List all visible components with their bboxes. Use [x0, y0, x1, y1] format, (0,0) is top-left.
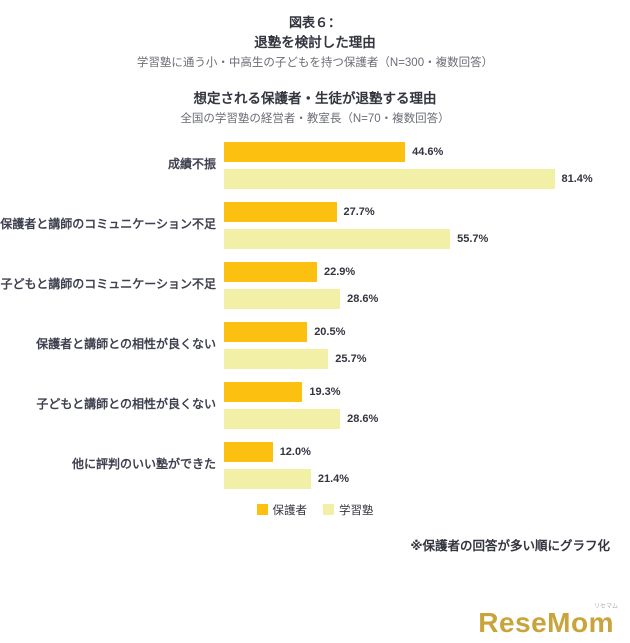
bar-line: 21.4%	[224, 468, 630, 489]
category-label: 他に評判のいい塾ができた	[71, 457, 216, 472]
legend-swatch	[256, 504, 268, 516]
bar-series-1	[224, 168, 555, 189]
bar-series-0	[224, 261, 317, 282]
bar-line: 55.7%	[224, 228, 630, 249]
legend-item-0: 保護者	[256, 502, 308, 518]
bar-value-label: 12.0%	[279, 445, 311, 458]
chart-legend: 保護者 学習塾	[0, 502, 630, 518]
bar-value-label: 19.3%	[309, 385, 341, 398]
bar-series-1	[224, 468, 311, 489]
legend-label: 保護者	[272, 504, 308, 517]
bar-line: 12.0%	[224, 441, 630, 462]
chart-row: 子どもと講師のコミュニケーション不足 22.9% 28.6%	[0, 261, 630, 309]
bar-series-0	[224, 441, 273, 462]
header: 図表６： 退塾を検討した理由 学習塾に通う小・中高生の子どもを持つ保護者（N=3…	[0, 13, 630, 72]
bar-value-label: 44.6%	[412, 145, 444, 158]
bar-value-label: 55.7%	[457, 232, 489, 245]
figure-number-label: 図表６：	[288, 15, 341, 30]
chart-subtitle-2: 全国の学習塾の経営者・教室長（N=70・複数回答）	[180, 113, 450, 126]
bar-series-0	[224, 381, 303, 402]
bar-line: 25.7%	[224, 348, 630, 369]
chart-row: 成績不振 44.6% 81.4%	[0, 141, 630, 189]
bar-chart: 成績不振 44.6% 81.4% 保護者と講師のコミュニケーション不足 27.7% 55.…	[0, 141, 630, 518]
chart-title: 退塾を検討した理由	[254, 35, 376, 51]
category-label: 成績不振	[167, 157, 216, 172]
chart-title-2: 想定される保護者・生徒が退塾する理由	[193, 91, 437, 107]
bar-value-label: 20.5%	[314, 325, 346, 338]
bar-series-0	[224, 321, 308, 342]
bar-value-label: 27.7%	[343, 205, 375, 218]
bar-series-1	[224, 288, 341, 309]
chart-row: 保護者と講師との相性が良くない 20.5% 25.7%	[0, 321, 630, 369]
category-label: 保護者と講師との相性が良くない	[36, 337, 216, 352]
bar-pair: 27.7% 55.7%	[224, 201, 630, 249]
chart-row: 保護者と講師のコミュニケーション不足 27.7% 55.7%	[0, 201, 630, 249]
bar-pair: 12.0% 21.4%	[224, 441, 630, 489]
second-header: 想定される保護者・生徒が退塾する理由 全国の学習塾の経営者・教室長（N=70・複…	[0, 89, 630, 128]
bar-pair: 20.5% 25.7%	[224, 321, 630, 369]
bar-line: 44.6%	[224, 141, 630, 162]
footnote: ※保護者の回答が多い順にグラフ化	[410, 538, 610, 553]
bar-pair: 22.9% 28.6%	[224, 261, 630, 309]
bar-value-label: 22.9%	[324, 265, 356, 278]
bar-line: 81.4%	[224, 168, 630, 189]
category-label: 保護者と講師のコミュニケーション不足	[0, 217, 216, 232]
bar-series-1	[224, 348, 329, 369]
bar-line: 20.5%	[224, 321, 630, 342]
bar-value-label: 28.6%	[347, 292, 379, 305]
chart-rows: 成績不振 44.6% 81.4% 保護者と講師のコミュニケーション不足 27.7% 55.…	[0, 141, 630, 489]
bar-series-0	[224, 201, 337, 222]
resemom-logo: ReseMom リセマム	[478, 604, 618, 638]
resemom-logo-katakana: リセマム	[593, 604, 618, 610]
bar-series-1	[224, 228, 451, 249]
bar-line: 27.7%	[224, 201, 630, 222]
bar-line: 19.3%	[224, 381, 630, 402]
bar-line: 22.9%	[224, 261, 630, 282]
chart-row: 他に評判のいい塾ができた 12.0% 21.4%	[0, 441, 630, 489]
bar-value-label: 28.6%	[347, 412, 379, 425]
bar-series-0	[224, 141, 406, 162]
bar-series-1	[224, 408, 341, 429]
legend-item-1: 学習塾	[323, 502, 374, 518]
resemom-logo-text: ReseMom	[478, 607, 614, 638]
bar-pair: 44.6% 81.4%	[224, 141, 630, 189]
category-label: 子どもと講師のコミュニケーション不足	[0, 277, 216, 292]
legend-swatch	[323, 504, 334, 516]
bar-value-label: 21.4%	[317, 472, 350, 485]
bar-pair: 19.3% 28.6%	[224, 381, 630, 429]
bar-line: 28.6%	[224, 288, 630, 309]
bar-line: 28.6%	[224, 408, 630, 429]
category-label: 子どもと講師との相性が良くない	[36, 397, 216, 412]
bar-value-label: 81.4%	[561, 172, 593, 185]
chart-row: 子どもと講師との相性が良くない 19.3% 28.6%	[0, 381, 630, 429]
legend-label: 学習塾	[339, 504, 374, 517]
chart-subtitle: 学習塾に通う小・中高生の子どもを持つ保護者（N=300・複数回答）	[136, 57, 494, 70]
bar-value-label: 25.7%	[335, 352, 367, 365]
